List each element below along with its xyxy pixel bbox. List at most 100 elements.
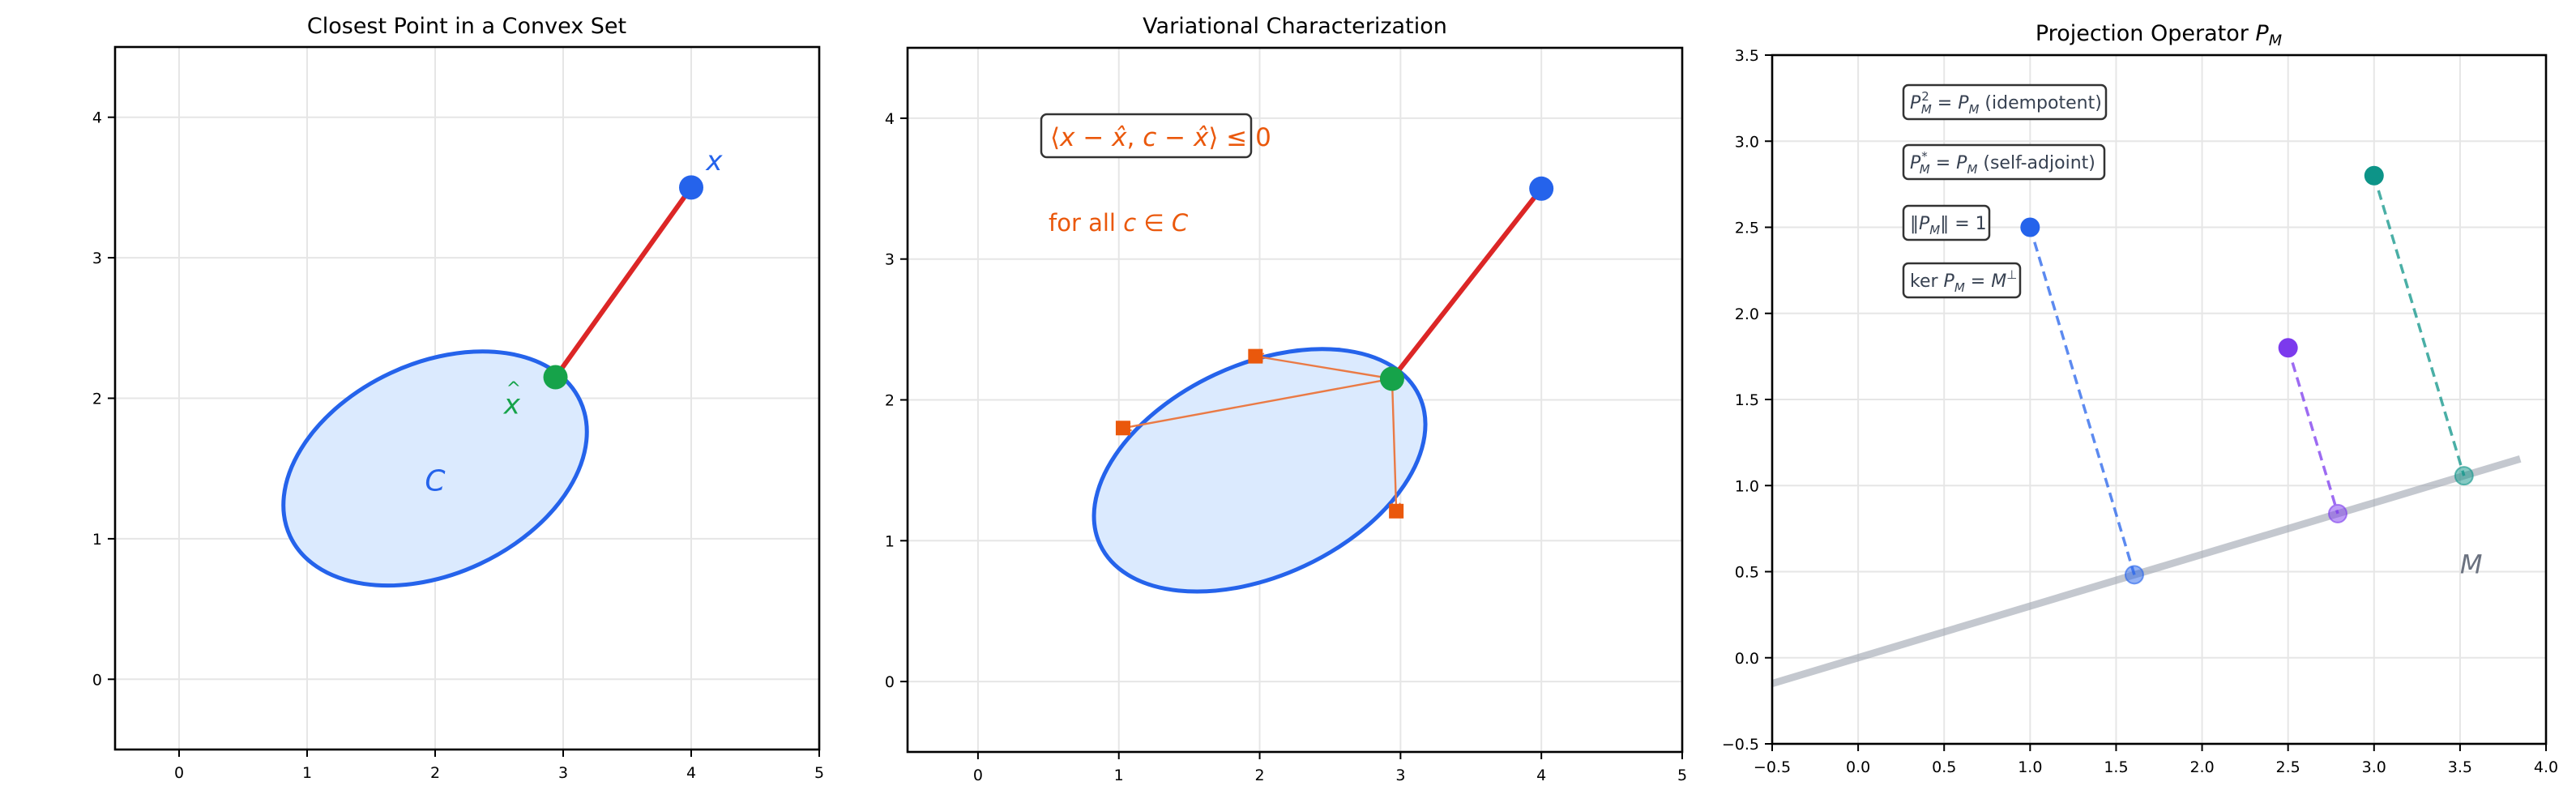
y-tick-label: 2.5	[1735, 220, 1759, 237]
point-teal	[2364, 165, 2384, 186]
inequality-part: x̂	[1193, 123, 1209, 152]
x-tick-label: 1.5	[2104, 758, 2128, 776]
y-tick-label: 0.5	[1735, 564, 1759, 582]
x-tick-label: −0.5	[1754, 758, 1791, 776]
property-box	[1902, 204, 1991, 241]
x-tick-label: 5	[1677, 767, 1687, 784]
for-all-part: ∈	[1136, 209, 1172, 237]
x-tick-label: 2	[1254, 767, 1264, 784]
sample-point-c-marker	[1389, 503, 1404, 519]
projection-line-teal	[2373, 175, 2466, 476]
inequality-part: ≤ 0	[1218, 123, 1271, 152]
property-box	[1902, 83, 2108, 121]
projected-point-blue	[2124, 565, 2144, 585]
point-xhat-label: x	[503, 388, 521, 421]
inequality-part: −	[1156, 123, 1194, 152]
projected-point-teal	[2454, 466, 2474, 486]
property-part: P	[1944, 271, 1955, 292]
inequality-part: ,	[1127, 123, 1143, 152]
x-tick-label: 2.0	[2189, 758, 2214, 776]
panel-title-subscript: M	[2269, 32, 2282, 49]
y-tick-label: 3	[92, 250, 102, 267]
x-tick-label: 1.0	[2018, 758, 2042, 776]
panel-title: Closest Point in a Convex Set	[307, 14, 626, 39]
property-superscript: 2	[1921, 89, 1929, 104]
convex-set-label: C	[425, 465, 446, 498]
panel-title: Variational Characterization	[1143, 14, 1447, 39]
axes: 0 1 2 3 4 5 0 1 2 3 4	[885, 46, 1687, 784]
property-part: P	[1919, 214, 1930, 234]
property-box	[1902, 262, 2022, 299]
inequality-part: x̂	[1111, 123, 1127, 152]
x-tick-label: 4.0	[2534, 758, 2558, 776]
y-tick-label: 4	[885, 110, 895, 128]
y-tick-label: 3	[885, 251, 895, 269]
x-tick-label: 3.5	[2448, 758, 2472, 776]
property-superscript: *	[1921, 149, 1928, 164]
point-x	[1529, 176, 1554, 201]
y-tick-label: 4	[92, 109, 102, 127]
projection-line-purple	[2286, 347, 2339, 515]
y-tick-label: 1.0	[1735, 477, 1759, 495]
panel-projection-operator: Projection Operator PM MP2 M = PM (idempo…	[1722, 21, 2558, 776]
property-part: P	[1956, 153, 1967, 173]
y-tick-label: 2	[885, 392, 895, 410]
x-tick-label: 3	[1395, 767, 1405, 784]
convex-set-ellipse	[281, 349, 589, 588]
point-blue	[2020, 217, 2040, 237]
property-annotation: P2 M = PM (idempotent)	[1902, 83, 2108, 121]
x-tick-label: 0.0	[1846, 758, 1870, 776]
x-tick-label: 0.5	[1932, 758, 1956, 776]
y-tick-label: 0	[92, 671, 102, 689]
property-annotation: P* M = PM (self-adjoint)	[1902, 143, 2106, 181]
property-part: P	[1910, 153, 1921, 173]
property-part: = 1	[1949, 214, 1986, 234]
y-tick-label: 3.5	[1735, 47, 1759, 65]
projected-point-purple	[2327, 503, 2347, 523]
variation-arrow	[1255, 357, 1393, 380]
x-tick-label: 2.5	[2276, 758, 2300, 776]
residual-segment	[553, 186, 694, 379]
point-x-hat	[543, 365, 568, 390]
property-part: M	[1991, 271, 2006, 292]
property-part: =	[1930, 153, 1956, 173]
inequality-part: ⟩	[1208, 123, 1218, 152]
subspace-M-label: M	[2460, 549, 2483, 580]
property-part: (idempotent)	[1979, 93, 2101, 113]
property-part: =	[1965, 271, 1991, 292]
property-text: ‖PM‖ = 1	[1910, 214, 1987, 237]
y-tick-label: 0.0	[1735, 650, 1759, 668]
subspace-M-line	[1772, 455, 2522, 687]
point-x-hat	[1379, 366, 1404, 391]
point-x-label: x	[705, 145, 723, 177]
y-tick-label: 3.0	[1735, 133, 1759, 151]
y-tick-label: 0	[885, 673, 895, 691]
inequality-text: ⟨x − x̂, c − x̂⟩ ≤ 0	[1050, 123, 1271, 152]
point-xhat-accent: ^	[506, 378, 521, 399]
y-tick-label: −0.5	[1722, 736, 1759, 754]
property-subscript: M	[1921, 102, 1932, 117]
y-tick-label: 1.5	[1735, 391, 1759, 409]
variation-arrow	[1391, 378, 1396, 510]
for-all-part: for all	[1049, 209, 1123, 237]
property-part: (self-adjoint)	[1977, 153, 2095, 173]
plot-area: Cxx^	[281, 145, 723, 588]
axes: 0 1 2 3 4 5 0 1 2 3 4	[92, 45, 824, 782]
property-superscript: ⊥	[2006, 267, 2017, 282]
variation-arrow	[1123, 378, 1393, 428]
inequality-box	[1040, 113, 1253, 159]
x-tick-label: 1	[302, 764, 312, 782]
axes: −0.5 0.0 0.5 1.0 1.5 2.0 2.5 3.0 3.5 4.0 −0.5 0.0 0.…	[1722, 47, 2558, 776]
property-text: P* M = PM (self-adjoint)	[1910, 149, 2095, 177]
panel-title-text: Projection Operator	[2036, 21, 2249, 46]
sample-point-c-marker	[1115, 421, 1130, 436]
x-tick-label: 0	[174, 764, 184, 782]
for-all-part: C	[1172, 209, 1189, 237]
property-text: P2 M = PM (idempotent)	[1910, 89, 2102, 117]
x-tick-label: 5	[814, 764, 824, 782]
property-part: ‖	[1940, 214, 1949, 234]
